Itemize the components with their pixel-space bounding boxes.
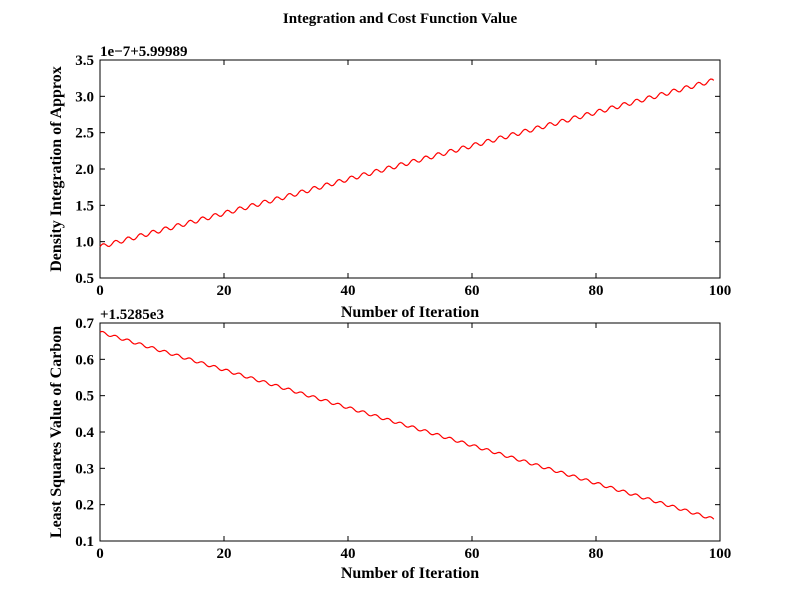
y-offset-label-top: 1e−7+5.99989 — [100, 44, 188, 60]
plot-frame-top — [99, 59, 721, 279]
y-tick-label-bottom-5: 0.6 — [75, 352, 94, 368]
figure-title: Integration and Cost Function Value — [283, 11, 518, 27]
x-axis-label-bottom: Number of Iteration — [341, 565, 479, 582]
series-line-bottom-0 — [99, 330, 715, 520]
y-tick-label-top-3: 2.0 — [75, 162, 94, 178]
ticks-top: 0 20 40 60 80 100 0.5 1.0 1.5 2.0 2.5 3.0 3.5 — [75, 53, 731, 299]
subplot-bottom: +1.5285e3 Number of Iteration Least Squa… — [48, 307, 731, 582]
y-tick-label-top-1: 1.0 — [75, 235, 94, 251]
x-tick-label-bottom-2: 40 — [341, 546, 356, 562]
x-tick-label-bottom-5: 100 — [709, 546, 732, 562]
subplot-top: 1e−7+5.99989 Number of Iteration Density… — [48, 44, 731, 321]
y-tick-label-bottom-6: 0.7 — [75, 316, 94, 332]
x-tick-label-top-5: 100 — [709, 283, 732, 299]
ticks-bottom: 0 20 40 60 80 100 0.1 0.2 0.3 0.4 0.5 0.6 0.7 — [75, 316, 731, 562]
plot-frame-bottom — [99, 322, 721, 542]
x-axis-label-top: Number of Iteration — [341, 304, 479, 321]
x-tick-label-top-2: 40 — [341, 283, 356, 299]
series-top — [99, 78, 715, 248]
y-tick-label-top-0: 0.5 — [75, 271, 94, 287]
x-tick-label-bottom-0: 0 — [96, 546, 104, 562]
y-tick-label-top-4: 2.5 — [75, 126, 94, 142]
series-line-top-0 — [99, 78, 715, 248]
x-tick-label-top-3: 60 — [465, 283, 480, 299]
y-axis-label-top: Density Integration of Approx — [48, 66, 65, 272]
series-bottom — [99, 330, 715, 520]
y-tick-label-top-6: 3.5 — [75, 53, 94, 69]
y-tick-label-bottom-3: 0.4 — [75, 425, 94, 441]
x-tick-label-top-4: 80 — [589, 283, 604, 299]
x-tick-label-top-1: 20 — [217, 283, 232, 299]
y-tick-label-bottom-4: 0.5 — [75, 389, 94, 405]
x-tick-label-bottom-3: 60 — [465, 546, 480, 562]
y-tick-label-top-5: 3.0 — [75, 89, 94, 105]
y-offset-label-bottom: +1.5285e3 — [100, 307, 164, 323]
y-tick-label-bottom-2: 0.3 — [75, 461, 94, 477]
y-tick-label-top-2: 1.5 — [75, 198, 94, 214]
x-tick-label-bottom-4: 80 — [589, 546, 604, 562]
y-tick-label-bottom-1: 0.2 — [75, 498, 94, 514]
x-tick-label-top-0: 0 — [96, 283, 104, 299]
x-tick-label-bottom-1: 20 — [217, 546, 232, 562]
y-axis-label-bottom: Least Squares Value of Carbon — [48, 326, 65, 538]
y-tick-label-bottom-0: 0.1 — [75, 534, 94, 550]
